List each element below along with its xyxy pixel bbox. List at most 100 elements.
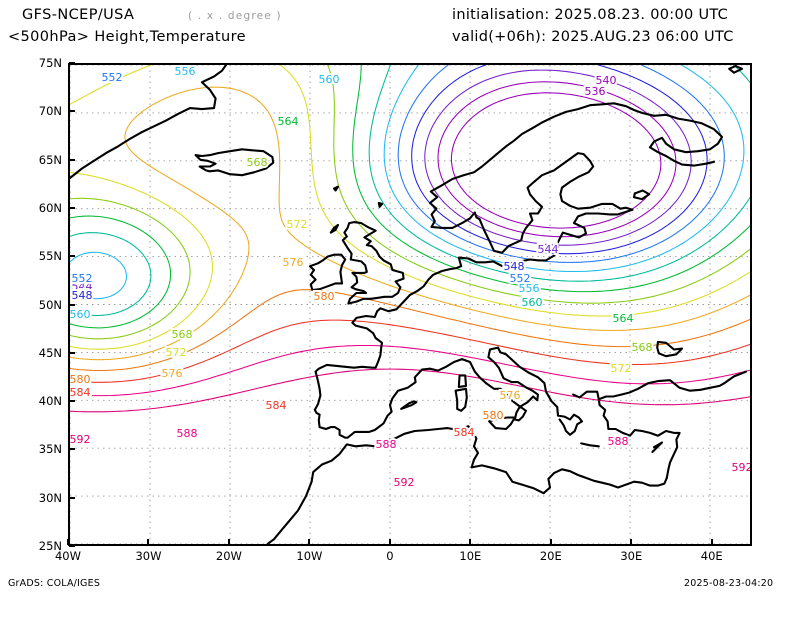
contour-label: 568 [632,341,653,354]
svg-text:588: 588 [608,435,629,448]
y-axis-tick-label: 45N [38,345,62,360]
timestamp-label: 2025-08-23-04:20 [684,578,774,589]
svg-text:552: 552 [510,272,531,285]
y-axis-tick-label: 30N [38,490,62,505]
svg-text:580: 580 [483,409,504,422]
svg-text:576: 576 [283,256,304,269]
y-axis-tick [69,110,75,113]
valid-time-label: valid(+06h): 2025.AUG.23 06:00 UTC [452,29,734,45]
contour-label: 568 [247,156,268,169]
y-axis-tick-label: 50N [38,297,62,312]
svg-text:572: 572 [611,362,632,375]
svg-text:588: 588 [177,427,198,440]
contour-label: 584 [454,426,475,439]
contour-label: 552 [102,71,123,84]
svg-text:580: 580 [314,290,335,303]
contour-label: 580 [314,290,335,303]
chart-header: GFS-NCEP/USA ( . x . degree ) <500hPa> H… [0,0,800,56]
svg-text:540: 540 [596,74,617,87]
svg-text:592: 592 [394,476,415,489]
x-axis-tick [630,539,633,545]
y-axis-tick [69,62,75,64]
x-axis-tick-label: 10W [296,549,323,563]
svg-text:568: 568 [247,156,268,169]
y-axis-tick [69,448,75,451]
svg-text:556: 556 [519,282,540,295]
y-axis-tick [69,303,75,306]
contour-label: 564 [613,312,634,325]
contour-label: 560 [522,296,543,309]
contour-label: 576 [283,256,304,269]
x-axis-tick [469,539,472,545]
initialisation-label: initialisation: 2025.08.23. 00:00 UTC [452,7,729,23]
credit-label: GrADS: COLA/IGES [8,578,101,589]
contour-label: 552 [510,272,531,285]
svg-text:564: 564 [613,312,634,325]
contour-label: 592 [394,476,415,489]
svg-text:544: 544 [72,280,93,293]
svg-text:576: 576 [162,367,183,380]
contour-label: 572 [611,362,632,375]
x-axis-tick-label: 30W [135,549,162,563]
x-axis-tick-label: 20E [539,549,562,563]
contour-label: 592 [70,433,91,446]
contour-label: 536 [585,85,606,98]
svg-text:560: 560 [70,308,91,321]
contour-label: 576 [162,367,183,380]
x-axis-tick [67,539,69,545]
contour-label: 588 [376,438,397,451]
svg-text:560: 560 [319,73,340,86]
svg-text:536: 536 [585,85,606,98]
contour-label: 588 [608,435,629,448]
svg-text:548: 548 [72,289,93,302]
svg-text:572: 572 [287,218,308,231]
svg-text:568: 568 [172,328,193,341]
y-axis-tick-label: 35N [38,442,62,457]
contour-label: 568 [172,328,193,341]
coastlines [70,65,748,544]
contour-label: 556 [519,282,540,295]
y-axis-tick-label: 70N [38,104,62,119]
y-axis-tick [69,255,75,258]
contour-label: 540 [596,74,617,87]
contour-label: 576 [500,389,521,402]
contour-label: 572 [287,218,308,231]
svg-text:556: 556 [175,65,196,78]
x-axis-tick [549,539,552,545]
y-axis-tick [69,351,75,354]
contour-lines [70,65,750,413]
svg-text:572: 572 [166,346,187,359]
x-axis-tick [147,539,150,545]
contour-label: 564 [278,115,299,128]
x-axis-tick-label: 40E [700,549,723,563]
svg-text:576: 576 [500,389,521,402]
contour-label: 552 [72,272,93,285]
x-axis-tick [388,539,391,545]
svg-text:552: 552 [102,71,123,84]
x-axis-tick-label: 10E [459,549,482,563]
contour-label: 544 [72,280,93,293]
contour-label: 588 [177,427,198,440]
y-axis-tick [69,158,75,161]
svg-text:568: 568 [632,341,653,354]
contour-label: 548 [504,260,525,273]
contour-label: 556 [175,65,196,78]
contour-label: 580 [70,373,91,386]
contour-label: 584 [266,399,287,412]
y-axis-tick-label: 55N [38,249,62,264]
contour-label: 548 [72,289,93,302]
x-axis-tick-label: 40W [54,549,81,563]
y-axis-tick-label: 60N [38,200,62,215]
svg-text:584: 584 [454,426,475,439]
gridlines [70,65,750,544]
svg-text:588: 588 [376,438,397,451]
y-axis-tick [69,400,75,403]
resolution-label: ( . x . degree ) [188,10,282,22]
x-axis-tick-label: 20W [215,549,242,563]
x-axis-tick-label: 0 [386,549,394,563]
contour-map-plot: 552 552 556 556 560 560 540 540 536 536 564 564 568 5… [68,63,752,546]
svg-text:584: 584 [266,399,287,412]
x-axis-tick [308,539,311,545]
